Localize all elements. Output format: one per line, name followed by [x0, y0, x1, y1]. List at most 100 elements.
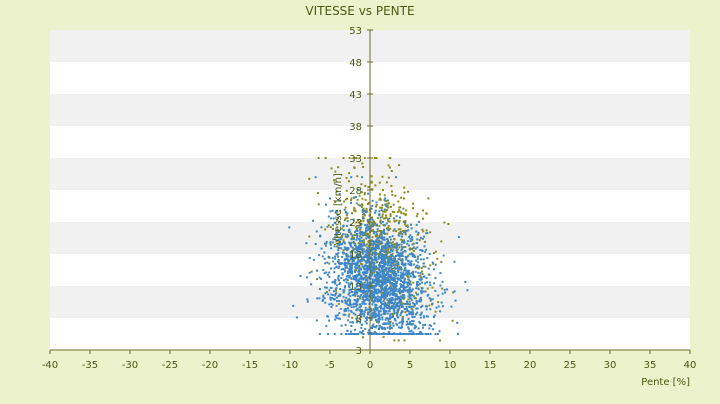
data-point-series-2 [399, 271, 402, 274]
data-point-series-2 [350, 303, 353, 306]
data-point-series-1 [334, 201, 337, 203]
data-point-series-2 [439, 284, 442, 287]
data-point-series-2 [338, 317, 341, 320]
data-point-series-2 [356, 303, 359, 306]
data-point-series-2 [342, 296, 345, 299]
data-point-series-1 [324, 157, 327, 159]
data-point-series-2 [372, 291, 375, 294]
data-point-series-2 [343, 310, 346, 313]
data-point-series-1 [337, 166, 340, 169]
data-point-series-2 [325, 324, 328, 327]
data-point-series-1 [353, 206, 356, 209]
data-point-series-2 [407, 327, 410, 330]
data-point-series-2 [351, 260, 354, 263]
data-point-series-2 [359, 321, 362, 324]
data-point-series-2 [395, 251, 398, 254]
data-point-series-2 [395, 247, 398, 250]
data-point-series-2 [329, 286, 332, 289]
data-point-series-2 [384, 318, 387, 321]
data-point-series-2 [370, 217, 373, 220]
data-point-series-1 [367, 201, 370, 204]
data-point-series-2 [373, 241, 376, 244]
data-point-series-2 [360, 223, 363, 225]
data-point-series-1 [429, 264, 432, 267]
x-tick-label: -15 [242, 360, 258, 371]
data-point-series-2 [365, 230, 368, 233]
data-point-series-1 [361, 204, 364, 207]
data-point-series-2 [378, 305, 381, 308]
data-point-series-2 [360, 294, 363, 296]
data-point-series-2 [434, 263, 437, 266]
data-point-series-2 [409, 275, 412, 278]
data-point-series-2 [371, 312, 374, 315]
data-point-series-2 [380, 313, 383, 316]
data-point-series-1 [366, 243, 369, 246]
data-point-series-2 [355, 280, 358, 283]
data-point-series-1 [402, 212, 405, 215]
data-point-series-2 [397, 222, 400, 225]
data-point-series-2 [420, 311, 423, 314]
data-point-series-1 [346, 217, 349, 219]
data-point-series-2 [377, 288, 380, 291]
data-point-series-2 [364, 306, 367, 309]
data-point-series-1 [388, 220, 391, 223]
data-point-series-2 [353, 299, 356, 301]
data-point-series-2 [393, 272, 396, 275]
data-point-series-2 [423, 316, 426, 319]
data-point-series-2 [466, 289, 469, 292]
data-point-series-2 [344, 262, 346, 264]
data-point-series-2 [351, 294, 354, 297]
data-point-series-2 [384, 260, 387, 263]
data-point-series-2 [340, 277, 343, 280]
data-point-series-2 [372, 301, 375, 304]
data-point-series-2 [404, 262, 407, 265]
data-point-series-2 [388, 333, 391, 335]
data-point-series-2 [399, 314, 402, 317]
data-point-series-2 [386, 278, 388, 281]
data-point-series-2 [385, 287, 387, 290]
data-point-series-2 [395, 293, 398, 296]
data-point-series-2 [398, 252, 401, 255]
data-point-series-2 [372, 316, 375, 319]
data-point-series-2 [370, 207, 373, 210]
data-point-series-2 [370, 294, 373, 297]
data-point-series-2 [355, 309, 358, 312]
data-point-series-1 [398, 164, 401, 167]
data-point-series-2 [357, 288, 360, 291]
data-point-series-2 [395, 322, 398, 325]
data-point-series-2 [315, 230, 318, 233]
data-point-series-2 [337, 229, 339, 232]
data-point-series-1 [443, 221, 446, 224]
data-point-series-2 [349, 300, 352, 303]
x-tick-label: 35 [644, 360, 657, 371]
data-point-series-1 [354, 210, 357, 213]
data-point-series-2 [422, 326, 425, 329]
data-point-series-1 [377, 253, 380, 256]
data-point-series-2 [430, 324, 433, 327]
data-point-series-1 [384, 251, 387, 254]
data-point-series-1 [381, 291, 384, 294]
data-point-series-2 [363, 268, 366, 271]
data-point-series-1 [412, 250, 415, 252]
data-point-series-1 [378, 242, 381, 245]
data-point-series-2 [416, 283, 418, 285]
data-point-series-1 [360, 282, 363, 285]
data-point-series-2 [390, 297, 393, 300]
data-point-series-2 [349, 262, 352, 265]
data-point-series-2 [357, 256, 360, 259]
data-point-series-2 [345, 258, 347, 261]
data-point-series-2 [314, 243, 317, 245]
data-point-series-2 [383, 306, 386, 309]
data-point-series-2 [363, 294, 366, 297]
data-point-series-2 [419, 333, 422, 335]
data-point-series-2 [408, 300, 411, 303]
data-point-series-2 [389, 254, 392, 256]
data-point-series-2 [408, 292, 411, 295]
data-point-series-2 [413, 297, 416, 299]
data-point-series-2 [357, 274, 360, 277]
data-point-series-2 [400, 243, 403, 246]
data-point-series-2 [404, 308, 407, 311]
data-point-series-1 [425, 229, 428, 232]
data-point-series-2 [380, 240, 383, 243]
data-point-series-2 [329, 296, 332, 299]
